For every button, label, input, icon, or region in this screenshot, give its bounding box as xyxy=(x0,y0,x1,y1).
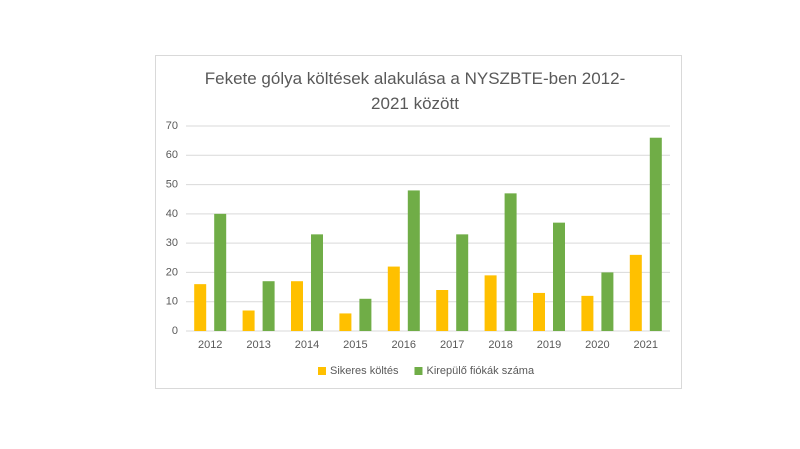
x-tick-label: 2012 xyxy=(198,339,222,351)
legend-swatch xyxy=(318,367,326,375)
chart-title: Fekete gólya költések alakulása a NYSZBT… xyxy=(204,69,626,113)
y-tick-label: 0 xyxy=(172,325,178,337)
y-tick-label: 60 xyxy=(166,149,178,161)
bar xyxy=(291,281,303,331)
x-tick-label: 2017 xyxy=(440,339,464,351)
bar xyxy=(242,310,255,331)
y-tick-label: 70 xyxy=(166,120,178,132)
bar xyxy=(359,298,372,331)
y-tick-label: 30 xyxy=(166,237,178,249)
bar xyxy=(484,275,497,331)
bar xyxy=(311,234,323,331)
bar xyxy=(456,234,469,331)
x-tick-label: 2018 xyxy=(488,339,512,351)
bar xyxy=(436,290,449,331)
x-tick-label: 2020 xyxy=(585,339,609,351)
bar xyxy=(649,137,662,331)
chart-frame xyxy=(155,55,682,389)
x-tick-label: 2019 xyxy=(537,339,561,351)
bar xyxy=(533,292,545,331)
bar xyxy=(407,190,420,331)
legend-swatch xyxy=(414,367,423,375)
bar xyxy=(339,313,352,331)
y-tick-label: 50 xyxy=(166,178,178,190)
bar xyxy=(629,254,642,331)
bar xyxy=(194,284,207,331)
bar xyxy=(504,193,517,331)
x-tick-label: 2014 xyxy=(295,339,319,351)
bar xyxy=(601,272,614,331)
x-tick-label: 2015 xyxy=(343,339,367,351)
bar xyxy=(387,266,400,331)
y-tick-label: 10 xyxy=(166,296,178,308)
bar xyxy=(214,213,227,331)
bar xyxy=(581,295,594,331)
y-tick-label: 20 xyxy=(166,266,178,278)
x-tick-label: 2016 xyxy=(392,339,416,351)
bar xyxy=(262,281,275,331)
y-tick-label: 40 xyxy=(166,208,178,220)
legend-label: Sikeres költés xyxy=(330,365,399,377)
bar xyxy=(553,222,565,331)
x-tick-label: 2013 xyxy=(246,339,270,351)
x-tick-label: 2021 xyxy=(634,339,658,351)
legend-label: Kirepülő fiókák száma xyxy=(426,365,534,377)
